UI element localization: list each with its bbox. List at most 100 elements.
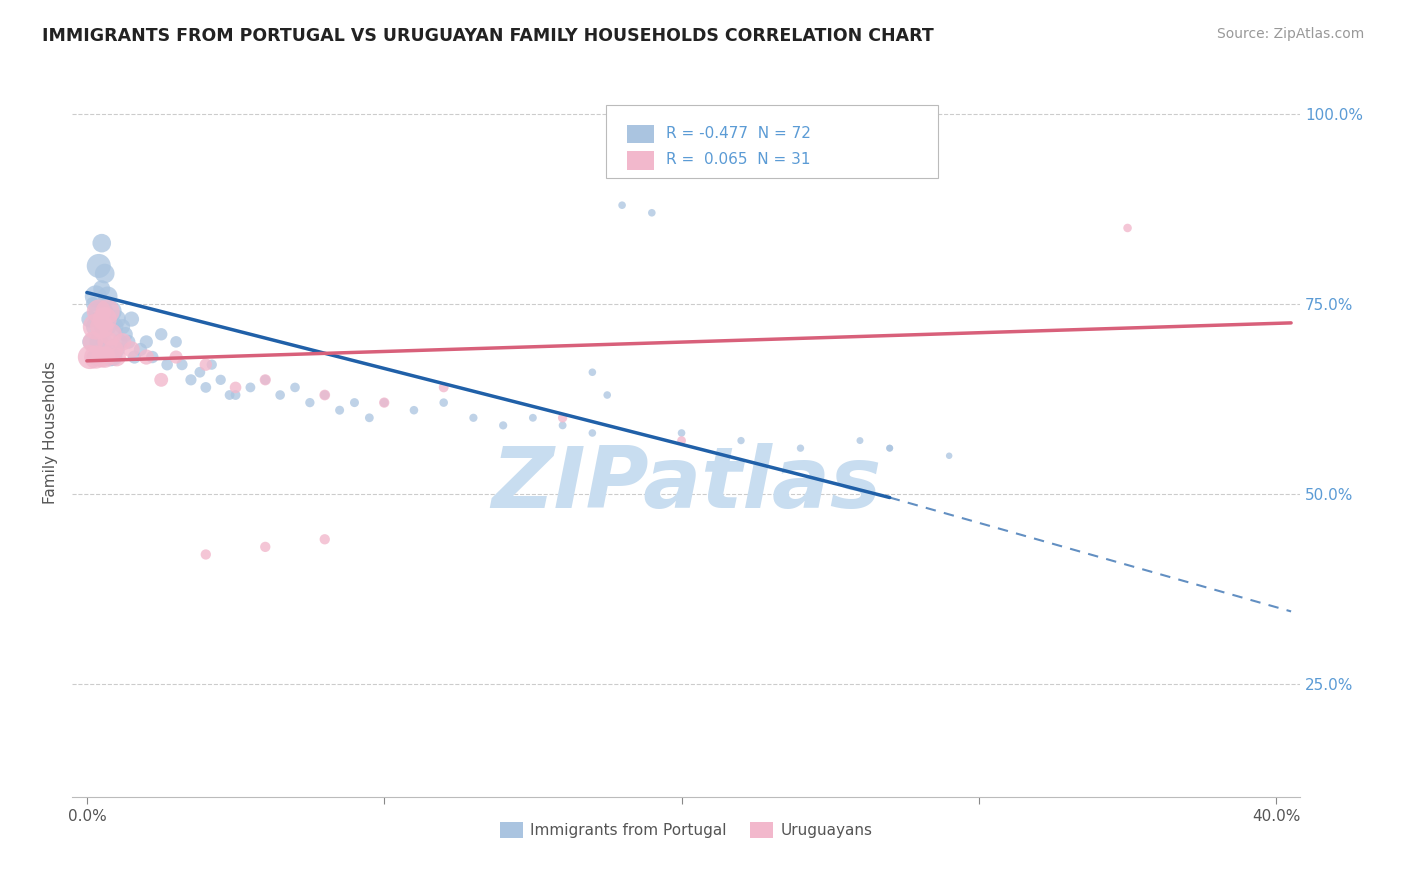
Point — [82, 334, 104, 349]
Legend: Immigrants from Portugal, Uruguayans: Immigrants from Portugal, Uruguayans — [494, 816, 879, 845]
Y-axis label: Family Households: Family Households — [44, 361, 58, 505]
Point — [84, 319, 107, 334]
Point — [117, 334, 139, 349]
Point — [254, 540, 277, 554]
Point — [100, 304, 122, 318]
Point — [373, 395, 395, 409]
Point — [314, 533, 336, 547]
Point — [314, 388, 336, 402]
Point — [789, 441, 811, 455]
Point — [103, 350, 125, 364]
Point — [225, 388, 247, 402]
Point — [433, 380, 456, 394]
Point — [1116, 221, 1139, 235]
Point — [84, 319, 107, 334]
Point — [180, 373, 202, 387]
Point — [284, 380, 307, 394]
Text: ZIPatlas: ZIPatlas — [491, 442, 882, 525]
Point — [938, 449, 960, 463]
Point — [194, 548, 217, 562]
Point — [90, 319, 112, 334]
Point — [879, 441, 901, 455]
Point — [551, 418, 574, 433]
Point — [87, 334, 110, 349]
Point — [194, 380, 217, 394]
Point — [463, 410, 485, 425]
Point — [596, 388, 619, 402]
Point — [849, 434, 872, 448]
Point — [93, 350, 115, 364]
Point — [103, 319, 125, 334]
Point — [343, 395, 366, 409]
Point — [165, 350, 187, 364]
Point — [79, 350, 101, 364]
Point — [188, 365, 211, 379]
Point — [551, 410, 574, 425]
Point — [93, 312, 115, 326]
Point — [79, 334, 101, 349]
Point — [97, 319, 120, 334]
Point — [93, 267, 115, 281]
Point — [100, 327, 122, 342]
Point — [121, 343, 143, 357]
Point — [218, 388, 240, 402]
Point — [641, 206, 664, 220]
Point — [492, 418, 515, 433]
Point — [671, 434, 693, 448]
Point — [105, 343, 128, 357]
Point — [90, 350, 112, 364]
Point — [610, 198, 633, 212]
Point — [105, 312, 128, 326]
Point — [730, 434, 752, 448]
Point — [79, 312, 101, 326]
Point — [141, 350, 163, 364]
Point — [522, 410, 544, 425]
Point — [97, 334, 120, 349]
Point — [111, 319, 134, 334]
Point — [150, 327, 173, 342]
Point — [194, 358, 217, 372]
Point — [90, 282, 112, 296]
Point — [402, 403, 425, 417]
Point — [225, 380, 247, 394]
Point — [97, 289, 120, 303]
Point — [105, 350, 128, 364]
Point — [298, 395, 321, 409]
Point — [671, 425, 693, 440]
Point — [201, 358, 224, 372]
Point — [87, 259, 110, 273]
Point — [84, 350, 107, 364]
Point — [90, 236, 112, 251]
FancyBboxPatch shape — [627, 125, 654, 144]
Point — [209, 373, 232, 387]
Point — [433, 395, 456, 409]
Point — [111, 334, 134, 349]
Point — [165, 334, 187, 349]
Point — [93, 334, 115, 349]
Point — [314, 388, 336, 402]
Point — [254, 373, 277, 387]
Point — [121, 312, 143, 326]
Point — [103, 343, 125, 357]
Point — [239, 380, 262, 394]
Point — [87, 304, 110, 318]
Point — [129, 343, 152, 357]
Point — [93, 304, 115, 318]
Point — [82, 350, 104, 364]
Point — [879, 441, 901, 455]
Point — [97, 304, 120, 318]
Point — [373, 395, 395, 409]
Point — [87, 304, 110, 318]
Point — [114, 327, 136, 342]
Point — [135, 350, 157, 364]
Point — [84, 350, 107, 364]
Point — [100, 350, 122, 364]
Point — [150, 373, 173, 387]
Text: R =  0.065  N = 31: R = 0.065 N = 31 — [666, 153, 811, 168]
Point — [156, 358, 179, 372]
Point — [170, 358, 193, 372]
Point — [124, 350, 146, 364]
Text: R = -0.477  N = 72: R = -0.477 N = 72 — [666, 126, 811, 141]
Point — [82, 297, 104, 311]
Point — [581, 365, 603, 379]
